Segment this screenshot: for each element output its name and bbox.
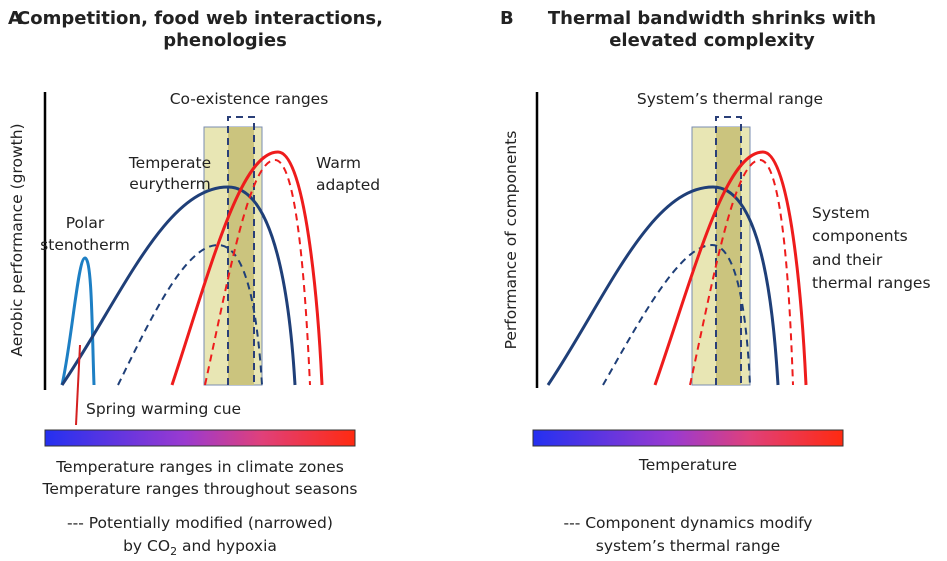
y-axis-label: Aerobic performance (growth) (8, 123, 26, 356)
panel-letter: B (500, 8, 514, 29)
component-dashed-curve (689, 158, 794, 386)
cue-line (75, 344, 81, 426)
y-axis-label: Performance of components (502, 131, 520, 350)
bar-label: Temperature ranges throughout seasons (42, 480, 358, 498)
curve-label: stenotherm (40, 236, 130, 254)
component-dashed-curve (602, 243, 751, 386)
curve-label: thermal ranges (812, 274, 931, 292)
note-subscript: 2 (170, 545, 177, 558)
curve-label: Temperate (128, 154, 211, 172)
curve-label: and their (812, 251, 883, 269)
curve-label: eurytherm (129, 175, 211, 193)
component-curve (653, 150, 808, 386)
panel-title: phenologies (163, 30, 287, 51)
note: --- Potentially modified (narrowed) (67, 514, 333, 532)
panel-title: Competition, food web interactions, (17, 8, 383, 29)
range-bracket (227, 116, 255, 385)
curve-label: components (812, 227, 908, 245)
curve-label: adapted (316, 176, 380, 194)
range-label: Co-existence ranges (170, 90, 329, 108)
range-core (716, 127, 741, 385)
note: --- Component dynamics modify (564, 514, 813, 532)
curve-label: Warm (316, 154, 361, 172)
note-part: by CO (123, 537, 170, 555)
cue-label: Spring warming cue (86, 400, 241, 418)
range-core (228, 127, 254, 385)
temperate-curve (60, 185, 297, 386)
panel-letter: A (8, 8, 22, 29)
temperature-bar (532, 429, 844, 447)
range-bracket (715, 116, 742, 385)
bar-label: Temperature ranges in climate zones (55, 458, 344, 476)
note: by CO2 and hypoxia (123, 537, 277, 558)
curve-label: System (812, 204, 870, 222)
warm-dashed-curve (204, 158, 311, 386)
component-curve (546, 185, 780, 386)
temperate-dashed-curve (117, 243, 263, 386)
panel-a: A Competition, food web interactions, ph… (8, 8, 383, 558)
note: system’s thermal range (596, 537, 780, 555)
range-label: System’s thermal range (637, 90, 823, 108)
bar-label: Temperature (638, 456, 737, 474)
curve-label: Polar (66, 214, 105, 232)
polar-curve (60, 256, 96, 386)
panel-title: Thermal bandwidth shrinks with (548, 8, 876, 29)
warm-curve (170, 150, 324, 386)
temperature-bar (44, 429, 356, 447)
panel-title: elevated complexity (609, 30, 815, 51)
note-part: and hypoxia (177, 537, 277, 555)
panel-b: B Thermal bandwidth shrinks with elevate… (500, 8, 931, 555)
